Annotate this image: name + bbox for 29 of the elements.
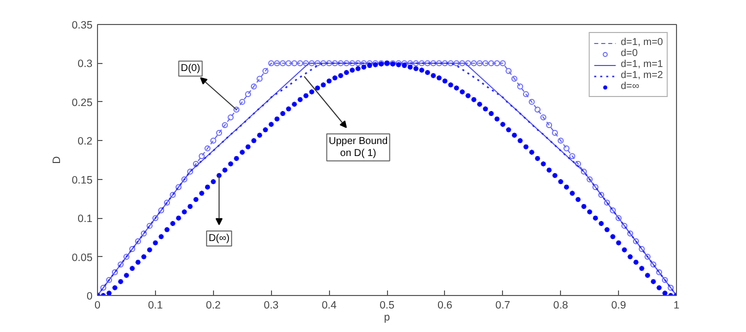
annotation: D(0) bbox=[180, 63, 200, 74]
y-axis-title: D bbox=[50, 156, 63, 164]
legend-label: d=0 bbox=[620, 48, 639, 59]
annotation: D(∞) bbox=[208, 232, 230, 244]
y-tick-label: 0.35 bbox=[72, 20, 93, 32]
x-axis-title: p bbox=[384, 312, 390, 324]
y-tick-label: 0.25 bbox=[72, 96, 93, 109]
y-tick-label: 0.05 bbox=[72, 252, 93, 264]
y-tick-label: 0.3 bbox=[78, 58, 93, 70]
legend-label: d=1, m=2 bbox=[620, 70, 663, 81]
x-tick-label: 0.9 bbox=[611, 300, 626, 312]
y-tick-label: 0.15 bbox=[72, 174, 93, 186]
x-tick-label: 0.7 bbox=[495, 300, 510, 312]
legend-label: d=1, m=1 bbox=[620, 59, 663, 70]
legend-label: d=∞ bbox=[620, 81, 640, 92]
x-tick-label: 0 bbox=[94, 300, 101, 312]
x-tick-label: 0.2 bbox=[206, 300, 221, 312]
y-tick-label: 0.2 bbox=[78, 136, 93, 148]
x-tick-label: 0.4 bbox=[322, 300, 337, 312]
x-tick-label: 0.3 bbox=[264, 300, 279, 312]
annotation: Upper Bound on D( 1) bbox=[328, 136, 388, 159]
x-tick-label: 0.6 bbox=[437, 300, 452, 312]
x-tick-label: 1 bbox=[674, 300, 680, 312]
x-tick-label: 0.8 bbox=[553, 300, 568, 312]
x-tick-label: 0.5 bbox=[380, 300, 394, 312]
y-tick-label: 0 bbox=[86, 290, 93, 302]
legend-label: d=1, m=0 bbox=[620, 37, 663, 48]
x-tick-label: 0.1 bbox=[148, 300, 163, 312]
y-tick-label: 0.1 bbox=[78, 213, 93, 226]
